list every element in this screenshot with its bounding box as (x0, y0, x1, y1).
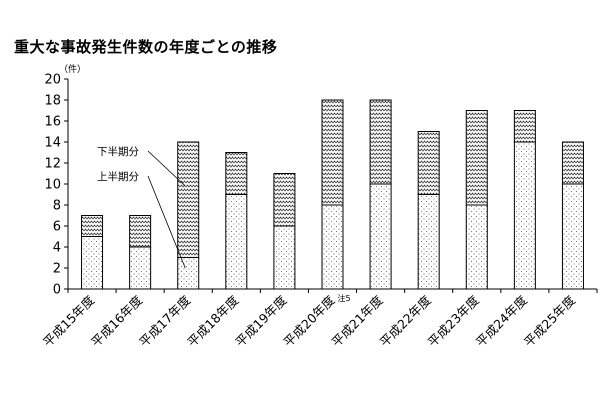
bar-segment-second-half (81, 215, 104, 237)
legend-label-second-half: 下半期分 (97, 145, 139, 158)
bar-segment-first-half (321, 204, 344, 290)
y-tick-label: 16 (44, 115, 61, 130)
bar-segment-second-half (465, 110, 488, 206)
bar-segment-first-half (465, 204, 488, 290)
legend-label-first-half: 上半期分 (97, 170, 139, 183)
bar-segment-second-half (561, 141, 584, 185)
bars (81, 99, 584, 290)
bar-segment-first-half (177, 257, 200, 290)
chart-title: 重大な事故発生件数の年度ごとの推移 (14, 38, 278, 56)
bar-segment-first-half (561, 183, 584, 290)
bar-segment-first-half (417, 194, 440, 290)
y-tick-label: 12 (44, 157, 61, 172)
legend-leader-second-half (147, 150, 186, 187)
legend-leader-first-half (147, 175, 186, 269)
y-tick-label: 0 (53, 283, 61, 298)
bar-segment-first-half (129, 246, 152, 290)
bar-segment-second-half (225, 152, 248, 195)
y-unit-label: （件） (59, 63, 86, 75)
bar-segment-second-half (513, 110, 536, 143)
y-tick-label: 6 (53, 220, 61, 235)
bar-segment-second-half (273, 173, 296, 227)
y-tick-label: 4 (53, 241, 61, 256)
y-tick-label: 18 (44, 94, 61, 109)
bar-segment-first-half (369, 183, 392, 290)
bar-segment-second-half (321, 99, 344, 206)
y-tick-label: 20 (44, 73, 61, 88)
bar-segment-first-half (81, 236, 104, 290)
labels: 02468101214161820（件）平成15年度平成16年度平成17年度平成… (40, 63, 578, 350)
x-category-label: 平成25年度 (521, 292, 579, 350)
bar-segment-first-half (273, 225, 296, 290)
y-tick-label: 2 (53, 262, 61, 277)
bar-segment-second-half (177, 141, 200, 258)
y-tick-label: 14 (44, 136, 61, 151)
bar-segment-first-half (225, 194, 248, 290)
y-tick-label: 10 (44, 178, 61, 193)
bar-segment-second-half (369, 99, 392, 185)
y-tick-label: 8 (53, 199, 61, 214)
bar-segment-second-half (129, 215, 152, 248)
annotation-note: 注5 (338, 293, 351, 303)
bar-segment-second-half (417, 131, 440, 195)
bar-segment-first-half (513, 141, 536, 290)
